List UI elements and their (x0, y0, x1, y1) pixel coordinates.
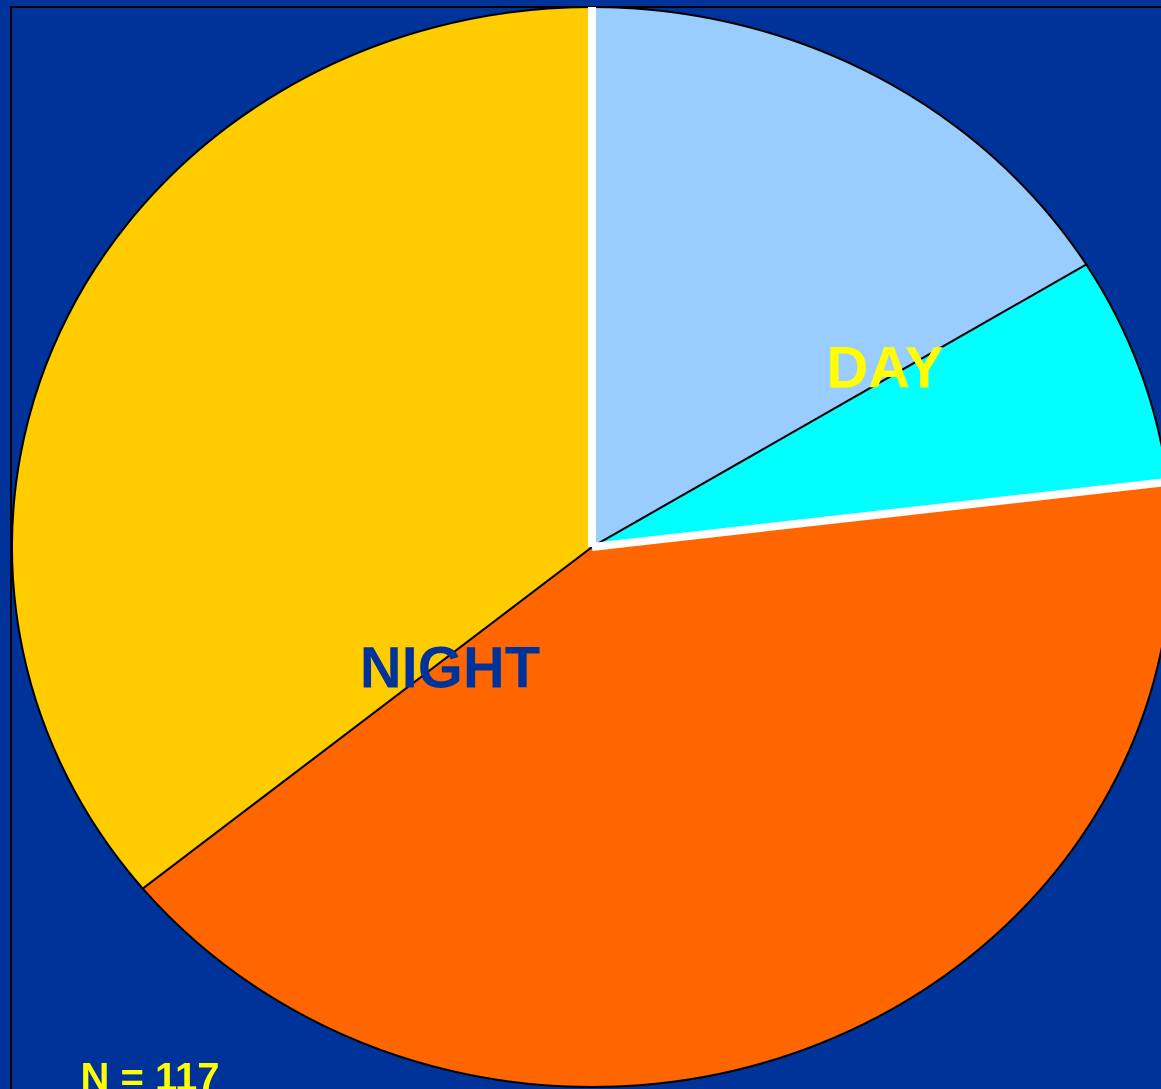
pie-slice (591, 5, 1088, 549)
pie-slice (141, 481, 1161, 1088)
annotation: DAY (826, 335, 943, 400)
separator (591, 478, 1161, 551)
annotation: NIGHT (360, 635, 540, 700)
annotation: N = 117 (80, 1056, 219, 1089)
pie-slice (11, 5, 593, 890)
pie-slice (591, 263, 1161, 548)
pie (11, 5, 1161, 1088)
